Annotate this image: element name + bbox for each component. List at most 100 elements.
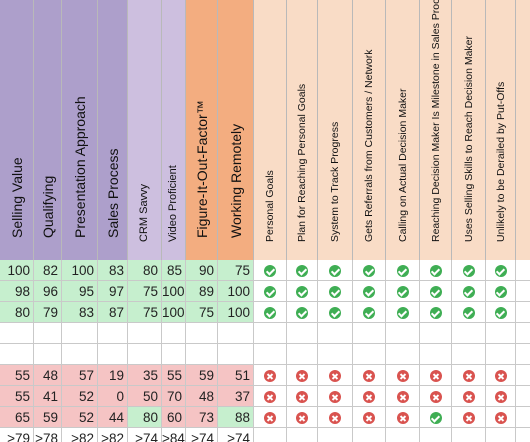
table-cell[interactable] — [353, 365, 386, 386]
column-header[interactable]: Gets Referrals from Customers / Network — [353, 0, 386, 260]
table-cell[interactable] — [486, 281, 516, 302]
table-cell[interactable]: 83 — [62, 302, 98, 323]
table-cell[interactable]: 88 — [218, 407, 254, 428]
table-cell[interactable] — [486, 344, 516, 365]
column-header[interactable]: Reaching Decision Maker Is Milestone in … — [420, 0, 452, 260]
table-cell[interactable] — [420, 302, 452, 323]
table-cell[interactable]: 52 — [62, 407, 98, 428]
table-cell[interactable] — [452, 344, 486, 365]
table-cell[interactable] — [353, 323, 386, 344]
table-cell[interactable] — [62, 344, 98, 365]
column-header[interactable]: System to Track Progress — [318, 0, 353, 260]
table-cell[interactable] — [287, 260, 318, 281]
table-cell[interactable]: 57 — [62, 365, 98, 386]
table-cell[interactable]: 95 — [62, 281, 98, 302]
table-cell[interactable] — [353, 260, 386, 281]
column-header[interactable]: Working Remotely — [218, 0, 254, 260]
table-cell[interactable] — [254, 281, 287, 302]
table-cell[interactable] — [516, 260, 530, 281]
table-cell[interactable] — [386, 281, 420, 302]
table-cell[interactable]: 48 — [34, 365, 62, 386]
table-cell[interactable] — [318, 260, 353, 281]
table-cell[interactable]: 73 — [186, 407, 218, 428]
column-header[interactable]: Unlikely to be Derailed by Put-Offs — [486, 0, 516, 260]
table-cell[interactable]: 0 — [98, 386, 128, 407]
table-cell[interactable] — [420, 428, 452, 442]
table-cell[interactable] — [516, 365, 530, 386]
column-header[interactable]: Qualifying — [34, 0, 62, 260]
table-cell[interactable] — [420, 344, 452, 365]
table-cell[interactable] — [98, 323, 128, 344]
table-cell[interactable] — [486, 407, 516, 428]
table-cell[interactable] — [486, 302, 516, 323]
table-cell[interactable] — [318, 407, 353, 428]
table-cell[interactable] — [318, 365, 353, 386]
table-cell[interactable] — [98, 344, 128, 365]
table-cell[interactable] — [254, 386, 287, 407]
table-cell[interactable]: 52 — [62, 386, 98, 407]
table-cell[interactable]: 90 — [186, 260, 218, 281]
table-cell[interactable] — [516, 281, 530, 302]
table-cell[interactable] — [516, 386, 530, 407]
table-cell[interactable]: >74 — [128, 428, 162, 442]
table-cell[interactable] — [452, 428, 486, 442]
table-cell[interactable] — [287, 365, 318, 386]
table-cell[interactable] — [452, 302, 486, 323]
column-header[interactable]: Plan for Reaching Personal Goals — [287, 0, 318, 260]
table-cell[interactable]: 19 — [98, 365, 128, 386]
table-cell[interactable]: 100 — [218, 281, 254, 302]
table-cell[interactable] — [516, 428, 530, 442]
table-cell[interactable] — [318, 344, 353, 365]
table-cell[interactable] — [452, 365, 486, 386]
table-cell[interactable]: 97 — [98, 281, 128, 302]
table-cell[interactable] — [186, 344, 218, 365]
table-cell[interactable]: 85 — [162, 260, 186, 281]
table-cell[interactable]: 83 — [98, 260, 128, 281]
table-cell[interactable] — [287, 281, 318, 302]
table-cell[interactable] — [254, 407, 287, 428]
column-header[interactable]: Figure-It-Out-Factor™ — [186, 0, 218, 260]
column-header[interactable]: CRM Savvy — [128, 0, 162, 260]
table-cell[interactable] — [420, 323, 452, 344]
table-cell[interactable] — [254, 323, 287, 344]
table-cell[interactable] — [162, 323, 186, 344]
table-cell[interactable]: 82 — [34, 260, 62, 281]
table-cell[interactable]: 98 — [0, 281, 34, 302]
table-cell[interactable] — [353, 281, 386, 302]
table-cell[interactable]: 75 — [128, 302, 162, 323]
table-cell[interactable]: 59 — [34, 407, 62, 428]
table-cell[interactable] — [218, 344, 254, 365]
column-header[interactable]: Personal Goals — [254, 0, 287, 260]
table-cell[interactable]: 100 — [62, 260, 98, 281]
table-cell[interactable] — [318, 323, 353, 344]
table-cell[interactable] — [318, 386, 353, 407]
table-cell[interactable] — [452, 260, 486, 281]
table-cell[interactable] — [386, 260, 420, 281]
table-cell[interactable] — [386, 323, 420, 344]
table-cell[interactable]: 75 — [218, 260, 254, 281]
table-cell[interactable] — [318, 428, 353, 442]
table-cell[interactable]: 89 — [186, 281, 218, 302]
table-cell[interactable]: 100 — [218, 302, 254, 323]
table-cell[interactable] — [254, 428, 287, 442]
table-cell[interactable] — [34, 323, 62, 344]
table-cell[interactable] — [452, 407, 486, 428]
column-header[interactable]: Presentation Approach — [62, 0, 98, 260]
table-cell[interactable]: 50 — [128, 386, 162, 407]
table-cell[interactable] — [287, 344, 318, 365]
table-cell[interactable] — [420, 365, 452, 386]
table-cell[interactable]: >82 — [98, 428, 128, 442]
table-cell[interactable] — [34, 344, 62, 365]
table-cell[interactable] — [0, 323, 34, 344]
table-cell[interactable] — [287, 428, 318, 442]
table-cell[interactable] — [386, 365, 420, 386]
table-cell[interactable]: 87 — [98, 302, 128, 323]
table-cell[interactable]: 100 — [162, 302, 186, 323]
table-cell[interactable] — [128, 344, 162, 365]
table-cell[interactable] — [162, 344, 186, 365]
table-cell[interactable] — [386, 428, 420, 442]
table-cell[interactable] — [254, 260, 287, 281]
table-cell[interactable] — [486, 323, 516, 344]
table-cell[interactable]: 80 — [128, 260, 162, 281]
table-cell[interactable]: 100 — [0, 260, 34, 281]
